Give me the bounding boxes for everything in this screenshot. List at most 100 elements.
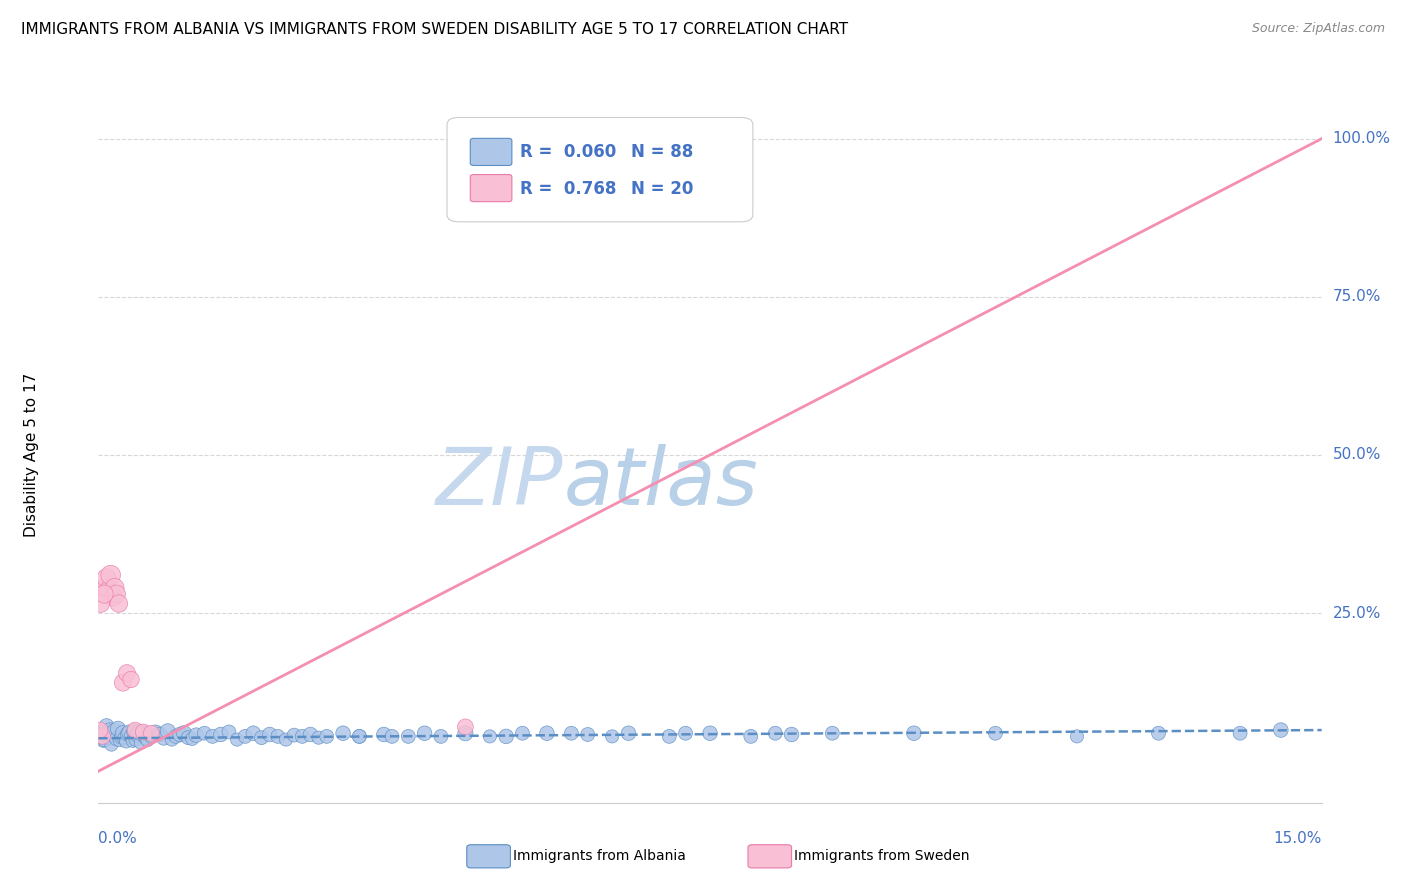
Point	[780, 727, 803, 741]
Point	[1229, 726, 1251, 740]
Point	[413, 726, 436, 740]
Point	[118, 725, 141, 739]
Point	[763, 726, 786, 740]
Point	[675, 726, 697, 740]
Point	[132, 726, 155, 740]
Point	[576, 727, 599, 741]
Point	[299, 727, 322, 741]
Text: IMMIGRANTS FROM ALBANIA VS IMMIGRANTS FROM SWEDEN DISABILITY AGE 5 TO 17 CORRELA: IMMIGRANTS FROM ALBANIA VS IMMIGRANTS FR…	[21, 22, 848, 37]
Point	[169, 727, 191, 741]
Point	[349, 730, 371, 744]
Text: Source: ZipAtlas.com: Source: ZipAtlas.com	[1251, 22, 1385, 36]
Point	[617, 726, 640, 740]
Point	[1147, 726, 1170, 740]
Point	[117, 727, 139, 741]
Point	[111, 675, 134, 690]
Point	[89, 723, 111, 737]
Text: N = 88: N = 88	[630, 144, 693, 161]
Point	[105, 731, 128, 746]
Point	[349, 730, 371, 744]
Point	[120, 673, 142, 687]
Text: R =  0.060: R = 0.060	[520, 144, 617, 161]
FancyBboxPatch shape	[470, 138, 512, 166]
Point	[141, 730, 163, 744]
Point	[114, 731, 136, 746]
FancyBboxPatch shape	[470, 175, 512, 202]
Point	[193, 726, 215, 740]
Point	[131, 727, 153, 741]
Text: Disability Age 5 to 17: Disability Age 5 to 17	[24, 373, 38, 537]
Text: 50.0%: 50.0%	[1333, 448, 1381, 462]
Point	[120, 730, 142, 744]
Point	[115, 734, 138, 748]
Point	[396, 730, 419, 744]
Point	[658, 730, 681, 744]
Point	[430, 730, 453, 744]
Point	[97, 583, 120, 598]
Point	[100, 738, 122, 752]
Point	[173, 726, 195, 740]
Point	[108, 733, 131, 747]
Text: 0.0%: 0.0%	[98, 831, 138, 847]
Point	[201, 730, 224, 744]
Point	[600, 730, 623, 744]
Text: R =  0.768: R = 0.768	[520, 180, 617, 198]
Point	[283, 728, 305, 742]
Text: atlas: atlas	[564, 443, 758, 522]
Point	[111, 726, 134, 740]
Point	[94, 732, 117, 747]
Point	[101, 727, 124, 741]
Point	[186, 728, 208, 742]
Point	[141, 726, 163, 740]
Point	[93, 587, 115, 601]
Point	[94, 581, 117, 595]
Point	[1066, 730, 1088, 744]
Point	[90, 597, 112, 611]
Point	[984, 726, 1007, 740]
Point	[181, 731, 204, 746]
Point	[454, 720, 477, 734]
Point	[156, 724, 179, 739]
Point	[132, 725, 155, 739]
Point	[127, 728, 149, 742]
Point	[98, 723, 121, 737]
Point	[108, 597, 131, 611]
Text: N = 20: N = 20	[630, 180, 693, 198]
Point	[512, 726, 534, 740]
Point	[165, 730, 187, 744]
Point	[242, 726, 264, 740]
Point	[560, 726, 582, 740]
Point	[478, 730, 501, 744]
Point	[97, 731, 120, 745]
Point	[373, 727, 395, 741]
Point	[100, 568, 122, 582]
Point	[152, 731, 174, 746]
Point	[124, 724, 146, 739]
Point	[104, 581, 127, 595]
Point	[267, 730, 290, 744]
Point	[454, 726, 477, 740]
Point	[381, 730, 404, 744]
Point	[107, 722, 129, 736]
Point	[259, 727, 281, 741]
Point	[90, 725, 112, 739]
Point	[89, 730, 111, 744]
Point	[658, 163, 681, 178]
Point	[105, 587, 128, 601]
Point	[129, 736, 152, 750]
Point	[1270, 723, 1292, 737]
Point	[91, 730, 114, 744]
Point	[332, 726, 354, 740]
Point	[136, 733, 159, 747]
Point	[495, 730, 517, 744]
Point	[291, 730, 314, 744]
Text: 100.0%: 100.0%	[1333, 131, 1391, 146]
Point	[903, 726, 925, 740]
Point	[177, 731, 200, 745]
FancyBboxPatch shape	[447, 118, 752, 222]
Point	[821, 726, 844, 740]
Point	[91, 734, 114, 748]
Point	[160, 732, 183, 747]
Point	[233, 730, 256, 744]
Point	[96, 571, 118, 585]
